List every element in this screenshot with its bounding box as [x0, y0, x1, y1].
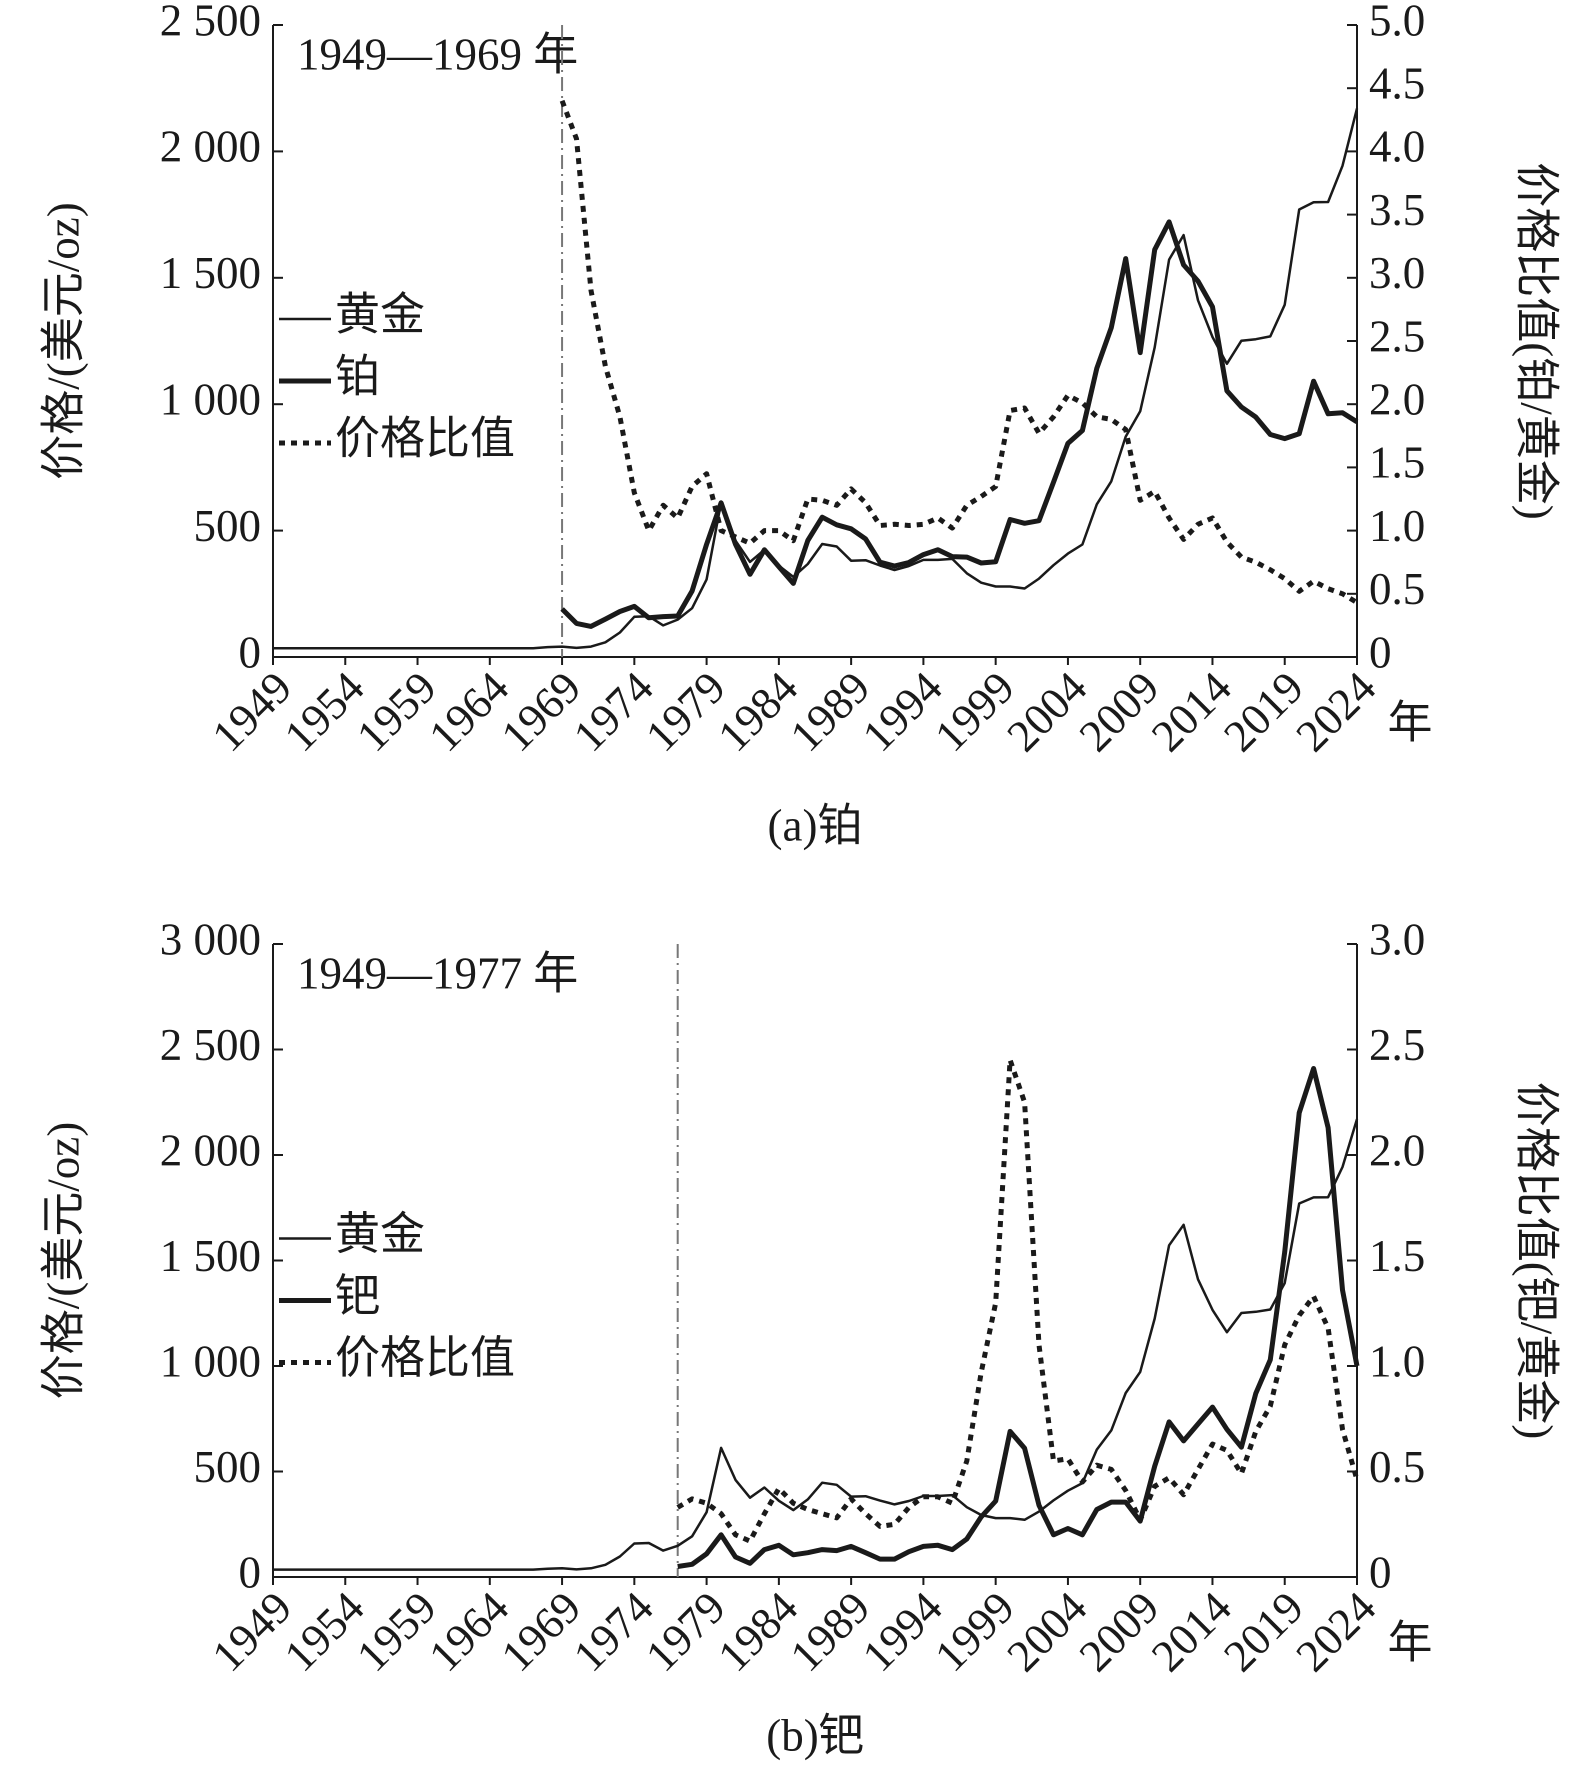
y-tick-label: 1 000 — [160, 375, 261, 425]
y-tick-label: 0 — [239, 1547, 262, 1597]
y2-tick-label: 1.5 — [1369, 438, 1425, 488]
x-tick-label: 1994 — [853, 1582, 952, 1681]
y-tick-label: 2 000 — [160, 122, 261, 172]
y-tick-label: 500 — [194, 501, 262, 551]
y-axis-label: 价格/(美元/oz) — [38, 202, 88, 479]
y-tick-label: 2 000 — [160, 1125, 261, 1175]
x-tick-label: 1979 — [636, 1582, 735, 1681]
y-tick-label: 2 500 — [160, 1020, 261, 1070]
x-tick-label: 2019 — [1214, 662, 1313, 761]
y2-tick-label: 2.5 — [1369, 1020, 1425, 1070]
x-tick-label: 1984 — [708, 1582, 807, 1681]
y-tick-label: 0 — [239, 627, 262, 677]
y2-tick-label: 0 — [1369, 627, 1392, 677]
x-tick-label: 1954 — [275, 1582, 374, 1681]
series-line — [560, 219, 1359, 629]
y2-tick-label: 2.5 — [1369, 311, 1425, 361]
x-tick-label: 1964 — [419, 1582, 518, 1681]
x-tick-label: 1979 — [636, 662, 735, 761]
x-tick-label: 2004 — [997, 662, 1096, 761]
x-tick-label: 1954 — [275, 662, 374, 761]
x-axis-label: 年 — [1387, 1617, 1432, 1667]
x-tick-label: 1949 — [202, 1582, 301, 1681]
legend-label: 黄金 — [335, 1209, 425, 1259]
x-tick-label: 1989 — [781, 1582, 880, 1681]
x-tick-label: 1999 — [925, 1582, 1024, 1681]
y-tick-label: 1 000 — [160, 1336, 261, 1386]
y-tick-label: 2 500 — [160, 0, 261, 45]
y2-tick-label: 0.5 — [1369, 564, 1425, 614]
x-tick-label: 2004 — [997, 1582, 1096, 1681]
y-tick-label: 500 — [194, 1442, 262, 1492]
series-line — [677, 1066, 1360, 1569]
y-tick-label: 3 000 — [160, 914, 261, 964]
panel: 0 500 1 000 1 500 2 000 2 500 0 0.5 1.0 1.5 2.0 2.5… — [38, 0, 1561, 850]
y2-tick-label: 3.0 — [1369, 914, 1425, 964]
x-tick-label: 1969 — [491, 662, 590, 761]
y2-tick-label: 1.5 — [1369, 1231, 1425, 1281]
panel: 0 500 1 000 1 500 2 000 2 500 3 000 0 0.5 1.0 1.5 2… — [38, 914, 1561, 1760]
x-tick-label: 1994 — [853, 662, 952, 761]
x-tick-label: 1959 — [347, 662, 446, 761]
x-tick-label: 1969 — [491, 1582, 590, 1681]
x-tick-label: 2009 — [1070, 662, 1169, 761]
x-tick-label: 2009 — [1070, 1582, 1169, 1681]
series-line — [559, 99, 1359, 605]
x-tick-label: 2014 — [1142, 662, 1241, 761]
y2-axis-label: 价格比值(铂/黄金) — [1512, 162, 1562, 519]
series-line — [676, 1057, 1360, 1544]
series-line — [273, 108, 1359, 650]
x-tick-label: 2014 — [1142, 1582, 1241, 1681]
legend-label: 价格比值 — [335, 413, 515, 463]
legend-label: 价格比值 — [335, 1333, 515, 1383]
x-tick-label: 1964 — [419, 662, 518, 761]
y2-tick-label: 2.0 — [1369, 375, 1425, 425]
y-tick-label: 1 500 — [160, 1231, 261, 1281]
series-line — [273, 1118, 1359, 1571]
y2-tick-label: 0.5 — [1369, 1442, 1425, 1492]
y2-tick-label: 1.0 — [1369, 1336, 1425, 1386]
x-tick-label: 1974 — [564, 1582, 663, 1681]
x-tick-label: 1974 — [564, 662, 663, 761]
caption: (b)钯 — [766, 1710, 863, 1760]
y2-axis-label: 价格比值(钯/黄金) — [1512, 1082, 1562, 1439]
x-axis-label: 年 — [1387, 697, 1432, 747]
legend-label: 铂 — [335, 351, 380, 401]
y2-tick-label: 4.5 — [1369, 59, 1425, 109]
x-tick-label: 1984 — [708, 662, 807, 761]
y-axis-label: 价格/(美元/oz) — [38, 1122, 88, 1399]
x-tick-label: 1959 — [347, 1582, 446, 1681]
y2-tick-label: 0 — [1369, 1547, 1392, 1597]
y2-tick-label: 1.0 — [1369, 501, 1425, 551]
y2-tick-label: 5.0 — [1369, 0, 1425, 45]
y-tick-label: 1 500 — [160, 248, 261, 298]
y2-tick-label: 3.0 — [1369, 248, 1425, 298]
caption: (a)铂 — [768, 800, 863, 850]
annotation: 1949—1977 年 — [297, 948, 578, 998]
x-tick-label: 1989 — [781, 662, 880, 761]
y2-tick-label: 2.0 — [1369, 1125, 1425, 1175]
y2-tick-label: 4.0 — [1369, 122, 1425, 172]
legend-label: 黄金 — [335, 289, 425, 339]
annotation: 1949—1969 年 — [297, 29, 578, 79]
x-tick-label: 1999 — [925, 662, 1024, 761]
x-tick-label: 1949 — [202, 662, 301, 761]
x-tick-label: 2019 — [1214, 1582, 1313, 1681]
y2-tick-label: 3.5 — [1369, 185, 1425, 235]
legend-label: 钯 — [335, 1271, 380, 1321]
